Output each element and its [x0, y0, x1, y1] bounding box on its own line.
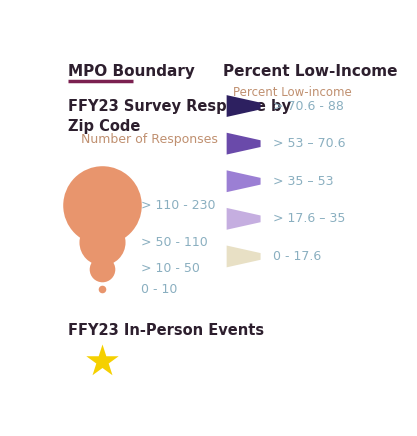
Text: Number of Responses: Number of Responses	[81, 133, 218, 146]
Text: Percent Low-Income: Percent Low-Income	[224, 64, 398, 79]
Text: Percent Low-income: Percent Low-income	[233, 86, 352, 99]
Text: > 110 - 230: > 110 - 230	[141, 198, 216, 211]
Point	[99, 266, 106, 272]
Polygon shape	[227, 95, 261, 117]
Point	[99, 238, 106, 245]
Text: > 70.6 - 88: > 70.6 - 88	[274, 99, 344, 112]
Text: > 35 – 53: > 35 – 53	[274, 175, 334, 188]
Text: MPO Boundary: MPO Boundary	[68, 64, 195, 79]
Text: 0 - 17.6: 0 - 17.6	[274, 250, 322, 263]
Polygon shape	[227, 245, 261, 267]
Text: > 53 – 70.6: > 53 – 70.6	[274, 137, 346, 150]
Text: > 50 - 110: > 50 - 110	[141, 235, 208, 249]
Point	[99, 358, 106, 364]
Text: FFY23 In-Person Events: FFY23 In-Person Events	[68, 323, 264, 337]
Polygon shape	[227, 208, 261, 230]
Point	[99, 286, 106, 293]
Polygon shape	[227, 170, 261, 192]
Text: 0 - 10: 0 - 10	[141, 283, 177, 296]
Text: FFY23 Survey Response by
Zip Code: FFY23 Survey Response by Zip Code	[68, 99, 291, 134]
Text: > 10 - 50: > 10 - 50	[141, 262, 200, 276]
Polygon shape	[227, 133, 261, 154]
Text: > 17.6 – 35: > 17.6 – 35	[274, 212, 346, 225]
Point	[99, 201, 106, 208]
